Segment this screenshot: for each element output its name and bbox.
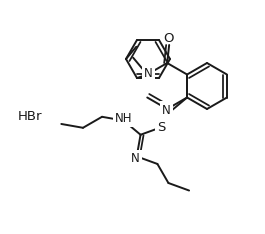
Text: S: S	[157, 121, 165, 134]
Text: O: O	[163, 32, 173, 44]
Text: NH: NH	[115, 112, 132, 125]
Text: N: N	[144, 67, 153, 80]
Text: HBr: HBr	[18, 110, 42, 123]
Text: N: N	[162, 103, 171, 117]
Text: N: N	[131, 152, 140, 165]
